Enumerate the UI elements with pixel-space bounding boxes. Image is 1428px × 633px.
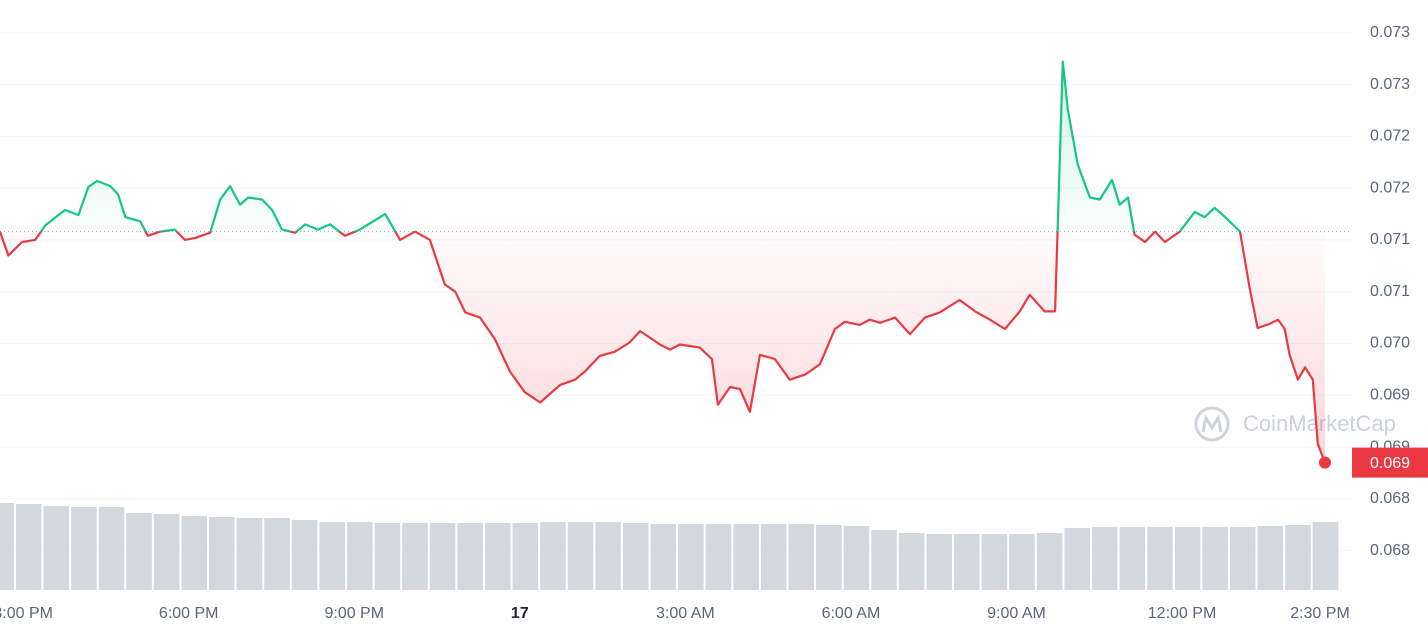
volume-bar bbox=[981, 534, 1008, 590]
volume-bar bbox=[678, 524, 704, 590]
x-tick-label: 6:00 AM bbox=[822, 605, 881, 622]
x-tick-label: 17 bbox=[511, 605, 529, 622]
volume-bar bbox=[871, 530, 897, 590]
volume-bar bbox=[540, 522, 566, 590]
volume-bar bbox=[1257, 526, 1284, 590]
y-tick-label: 0.071 bbox=[1370, 283, 1410, 300]
last-price-label: 0.069 bbox=[1370, 455, 1410, 472]
volume-bar bbox=[291, 520, 318, 590]
volume-bar bbox=[264, 518, 290, 590]
watermark-logo bbox=[1194, 406, 1230, 442]
volume-bar bbox=[1174, 527, 1201, 590]
volume-bar bbox=[1229, 527, 1256, 590]
volume-bar bbox=[622, 523, 649, 590]
watermark-logo-mark bbox=[1201, 413, 1223, 433]
x-tick-label: 6:00 PM bbox=[159, 605, 219, 622]
volume-bar bbox=[595, 522, 621, 590]
volume-bar bbox=[98, 507, 125, 590]
volume-bar bbox=[1147, 527, 1173, 590]
volume-bar bbox=[898, 533, 925, 590]
y-tick-label: 0.071 bbox=[1370, 231, 1410, 248]
y-tick-label: 0.070 bbox=[1370, 335, 1410, 352]
volume-bar bbox=[1036, 533, 1063, 590]
price-area bbox=[0, 61, 1325, 463]
volume-bar bbox=[843, 526, 870, 590]
x-tick-label: 3:00 AM bbox=[656, 605, 715, 622]
volume-bar bbox=[926, 534, 953, 590]
volume-bar bbox=[1312, 522, 1339, 590]
volume-bar bbox=[0, 503, 14, 590]
volume-bar bbox=[15, 504, 42, 590]
volume-bar bbox=[760, 524, 787, 590]
watermark-group: CoinMarketCap bbox=[1194, 406, 1396, 442]
volume-bar bbox=[429, 523, 456, 590]
volume-bar bbox=[1091, 527, 1118, 590]
x-tick-label: 2:30 PM bbox=[1290, 605, 1350, 622]
volume-bar bbox=[402, 523, 428, 590]
volume-bar bbox=[181, 516, 208, 590]
volume-bar bbox=[567, 522, 594, 590]
volume-bar bbox=[71, 507, 97, 590]
volume-bar bbox=[1119, 527, 1146, 590]
volume-bar bbox=[236, 518, 263, 590]
volume-bar bbox=[788, 524, 815, 590]
volume-bar bbox=[705, 524, 732, 590]
volume-bar bbox=[347, 522, 373, 590]
y-tick-label: 0.068 bbox=[1370, 490, 1410, 507]
volume-bar bbox=[126, 513, 152, 590]
x-tick-label: 9:00 PM bbox=[324, 605, 384, 622]
y-tick-label: 0.069 bbox=[1370, 387, 1410, 404]
volume-bar bbox=[1009, 534, 1035, 590]
y-tick-label: 0.073 bbox=[1370, 24, 1410, 41]
volume-bar bbox=[954, 534, 980, 590]
volume-bar bbox=[650, 524, 677, 590]
last-point bbox=[1318, 456, 1331, 469]
y-tick-label: 0.073 bbox=[1370, 76, 1410, 93]
volume-bar bbox=[457, 523, 483, 590]
volume-bar bbox=[153, 514, 180, 590]
volume-bar bbox=[512, 523, 539, 590]
volume-bar bbox=[1064, 528, 1090, 590]
y-tick-label: 0.072 bbox=[1370, 179, 1410, 196]
volume-bar bbox=[1202, 527, 1228, 590]
volume-bar bbox=[319, 522, 346, 590]
x-tick-label: 12:00 PM bbox=[1148, 605, 1216, 622]
price-line bbox=[0, 60, 1327, 463]
volume-bar bbox=[43, 506, 70, 590]
volume-bar bbox=[374, 523, 401, 590]
x-tick-label: 9:00 AM bbox=[987, 605, 1046, 622]
volume-bar bbox=[484, 523, 511, 590]
volume-bar bbox=[209, 517, 235, 590]
volume-bar bbox=[733, 524, 759, 590]
volume-bar bbox=[1285, 525, 1311, 590]
volume-bar bbox=[816, 525, 842, 590]
last-price-box bbox=[1352, 447, 1428, 478]
y-tick-label: 0.072 bbox=[1370, 128, 1410, 145]
y-tick-label: 0.068 bbox=[1370, 542, 1410, 559]
x-tick-label: 3:00 PM bbox=[0, 605, 53, 622]
